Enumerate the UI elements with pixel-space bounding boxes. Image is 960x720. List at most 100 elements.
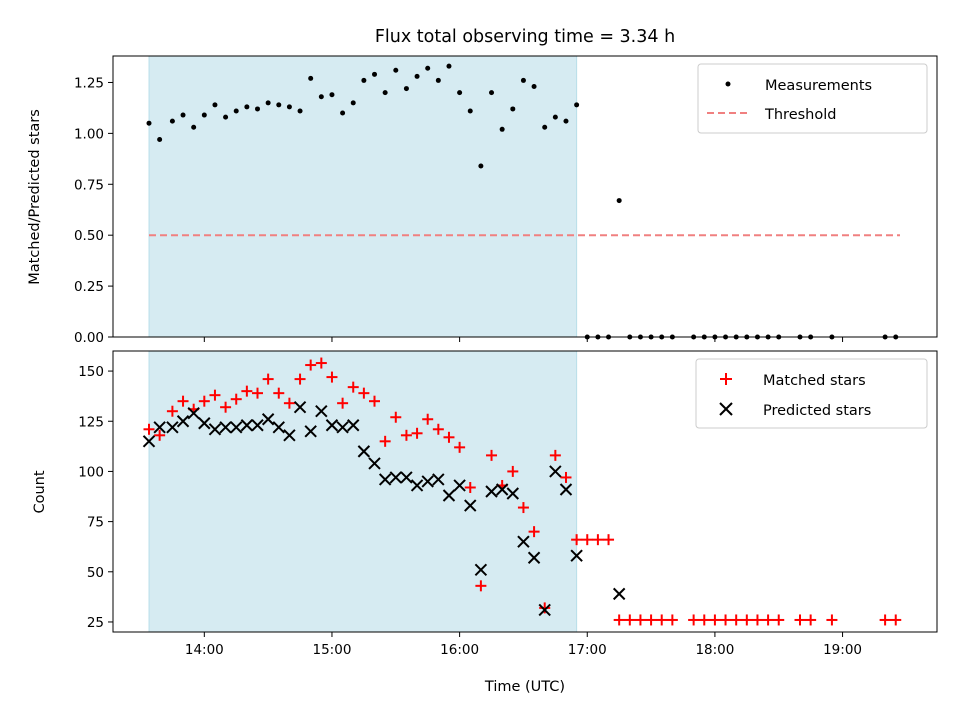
matched-star-point (634, 614, 646, 626)
shaded-region-top (148, 55, 578, 338)
measurement-point (574, 102, 580, 108)
y-tick-label: 1.25 (74, 75, 104, 91)
matched-star-point (464, 481, 476, 493)
predicted-star-point (442, 489, 456, 502)
predicted-star-point (219, 421, 232, 434)
matched-star-point (177, 395, 189, 407)
matched-star-point (730, 614, 742, 626)
matched-star-point (315, 357, 327, 369)
predicted-star-point (166, 421, 179, 434)
measurement-point (276, 102, 282, 108)
x-axis-label: Time (UTC) (484, 679, 565, 695)
measurement-point (244, 104, 250, 110)
star-count-points (142, 357, 902, 626)
measurement-point (329, 92, 335, 98)
matched-star-point (154, 429, 166, 441)
matched-star-point (262, 373, 274, 385)
measurement-point (157, 136, 163, 142)
matched-star-point (688, 614, 700, 626)
top-legend: Measurements Threshold (697, 63, 928, 134)
matched-star-point (762, 614, 774, 626)
matched-star-point (305, 359, 317, 371)
predicted-star-point (283, 429, 296, 442)
bottom-panel-y-ticks: 25 50 75 100 125 150 (78, 364, 113, 631)
measurement-point (510, 106, 516, 112)
bottom-panel-y-label: Count (32, 470, 48, 513)
matched-star-point (358, 387, 370, 399)
y-tick-label: 0.00 (74, 330, 104, 346)
matched-star-point (432, 423, 444, 435)
predicted-star-point (293, 400, 307, 414)
measurement-point (552, 114, 558, 120)
bottom-panel-frame (112, 350, 938, 633)
matched-star-point (283, 397, 295, 409)
predicted-star-point (400, 471, 413, 484)
top-panel-y-ticks: 0.00 0.25 0.50 0.75 1.00 1.25 (74, 75, 113, 346)
predicted-star-point (432, 473, 445, 486)
matched-star-point (720, 614, 732, 626)
predicted-star-point (153, 421, 166, 434)
predicted-star-point (368, 457, 381, 470)
matched-star-point (294, 373, 306, 385)
measurement-point (191, 124, 197, 130)
matched-star-point (198, 395, 210, 407)
predicted-star-point (612, 587, 626, 601)
matched-star-point (666, 614, 678, 626)
y-tick-label: 150 (78, 364, 104, 380)
measurement-points (146, 63, 899, 340)
matched-star-point (252, 387, 264, 399)
matched-star-point (443, 431, 455, 443)
matched-star-point (826, 614, 838, 626)
predicted-star-point (517, 535, 530, 548)
measurement-point (489, 90, 495, 96)
matched-star-point (879, 614, 891, 626)
measurement-point (372, 71, 378, 77)
predicted-star-point (453, 479, 466, 492)
predicted-star-point (230, 421, 243, 434)
matched-star-point (379, 435, 391, 447)
legend-threshold-label: Threshold (764, 107, 836, 123)
measurement-point (616, 198, 622, 204)
matched-star-point (603, 534, 615, 546)
matched-star-point (390, 411, 402, 423)
matched-star-point (209, 389, 221, 401)
matched-star-point (143, 423, 155, 435)
matched-star-point (890, 614, 902, 626)
measurement-point (467, 108, 473, 114)
x-tick-label: 15:00 (313, 642, 352, 658)
measurement-point (478, 163, 484, 169)
measurement-point (457, 90, 463, 96)
matched-star-point (741, 614, 753, 626)
matched-star-point (454, 441, 466, 453)
y-tick-label: 0.25 (74, 279, 104, 295)
matched-star-point (347, 381, 359, 393)
predicted-star-point (570, 549, 583, 562)
matched-star-point (549, 449, 561, 461)
measurement-point (414, 73, 420, 79)
predicted-star-point (464, 499, 477, 512)
measurement-point (499, 126, 505, 132)
predicted-star-point (549, 465, 562, 478)
measurement-point (446, 63, 452, 69)
matched-star-point (539, 602, 551, 614)
matched-star-point (751, 614, 763, 626)
matched-star-point (400, 429, 412, 441)
legend-matched-marker (720, 373, 732, 385)
matched-star-point (337, 397, 349, 409)
legend-matched-label: Matched stars (763, 373, 866, 389)
measurement-point (393, 67, 399, 73)
predicted-star-point (559, 483, 573, 496)
legend-predicted-label: Predicted stars (763, 403, 871, 419)
matched-star-point (805, 614, 817, 626)
predicted-star-point (357, 445, 371, 458)
bottom-legend-box (695, 358, 928, 429)
measurement-point (265, 100, 271, 106)
matched-star-point (230, 393, 242, 405)
legend-measurements-label: Measurements (765, 78, 872, 94)
measurement-point (308, 75, 314, 81)
predicted-star-point (187, 407, 200, 420)
chart-title: Flux total observing time = 3.34 h (375, 27, 675, 47)
predicted-star-point (538, 603, 551, 617)
measurement-point (435, 77, 441, 83)
legend-predicted-marker (719, 402, 733, 416)
